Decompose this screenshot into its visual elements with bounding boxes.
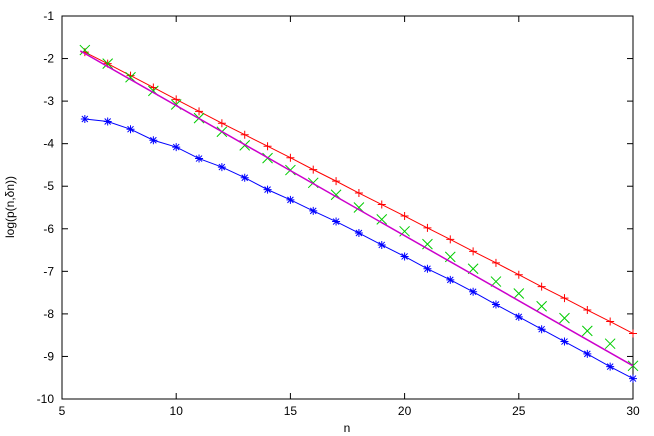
data-point	[514, 270, 523, 279]
data-point	[377, 240, 386, 249]
x-tick-label: 10	[170, 404, 184, 418]
data-point	[376, 214, 388, 225]
series-1	[80, 48, 637, 338]
data-point	[263, 185, 272, 194]
data-point	[263, 142, 272, 151]
data-point	[286, 195, 295, 204]
y-tick-label: -3	[43, 94, 54, 108]
data-point	[491, 258, 500, 267]
data-point	[332, 217, 341, 226]
x-tick-label: 15	[284, 404, 298, 418]
data-point	[126, 71, 135, 80]
data-point	[606, 362, 615, 371]
data-point	[126, 125, 135, 134]
data-point	[629, 374, 637, 383]
data-point	[102, 58, 114, 70]
data-point	[423, 264, 432, 273]
data-point	[195, 107, 204, 116]
data-point	[217, 119, 226, 128]
data-point	[217, 163, 226, 172]
data-point	[491, 300, 500, 309]
x-tick-label: 5	[59, 404, 66, 418]
data-point	[240, 130, 249, 139]
data-point	[606, 317, 615, 326]
y-tick-label: -9	[43, 349, 54, 363]
data-point	[79, 44, 91, 56]
data-point	[559, 312, 570, 324]
y-tick-label: -7	[43, 264, 54, 278]
data-point	[240, 173, 249, 182]
data-point	[536, 300, 547, 312]
y-tick-label: -6	[43, 222, 54, 236]
y-tick-label: -10	[37, 392, 55, 406]
y-tick-label: -5	[43, 179, 54, 193]
y-axis-label: log(p(n,δn))	[3, 176, 17, 238]
y-tick-label: -1	[43, 9, 54, 23]
data-point	[354, 229, 363, 238]
y-tick-label: -8	[43, 307, 54, 321]
x-tick-label: 20	[398, 404, 412, 418]
data-point	[583, 306, 592, 315]
data-point	[560, 294, 569, 303]
data-point	[583, 349, 592, 358]
data-point	[581, 325, 593, 337]
data-point	[469, 287, 478, 296]
data-point	[560, 337, 569, 346]
x-axis-label: n	[344, 421, 351, 435]
data-point	[400, 212, 409, 221]
data-point	[537, 325, 546, 334]
data-point	[399, 225, 410, 237]
data-point	[172, 95, 181, 104]
axis-ticks: 5 10 15 20 25 30 -10 -9 -8 -7 -6 -5 -4 -3 -2 -1	[37, 9, 640, 418]
data-point	[514, 312, 523, 321]
data-point	[103, 117, 112, 126]
data-point	[354, 189, 363, 198]
series-4	[79, 50, 634, 367]
data-point	[309, 206, 318, 215]
series-line	[79, 50, 634, 367]
data-point	[80, 114, 89, 123]
data-point	[513, 288, 525, 299]
data-point	[286, 153, 295, 162]
series-layer	[79, 44, 639, 383]
series-line	[84, 118, 634, 380]
data-point	[309, 165, 318, 174]
plot-frame	[61, 15, 634, 400]
y-tick-label: -2	[43, 52, 54, 66]
data-point	[423, 223, 432, 232]
data-point	[629, 329, 637, 338]
data-point	[172, 143, 181, 152]
data-point	[422, 238, 433, 250]
data-point	[149, 136, 158, 145]
y-tick-label: -4	[43, 137, 54, 151]
data-point	[400, 252, 409, 261]
series-2	[79, 44, 639, 372]
data-point	[604, 338, 616, 350]
data-point	[446, 275, 455, 284]
data-point	[469, 247, 478, 256]
data-point	[490, 276, 502, 287]
data-point	[446, 235, 455, 244]
series-3	[80, 114, 637, 383]
data-point	[537, 282, 546, 291]
x-tick-label: 25	[512, 404, 526, 418]
x-tick-label: 30	[626, 404, 640, 418]
data-point	[332, 177, 341, 186]
data-point	[195, 154, 204, 163]
data-point	[149, 83, 158, 92]
data-point	[377, 200, 386, 209]
